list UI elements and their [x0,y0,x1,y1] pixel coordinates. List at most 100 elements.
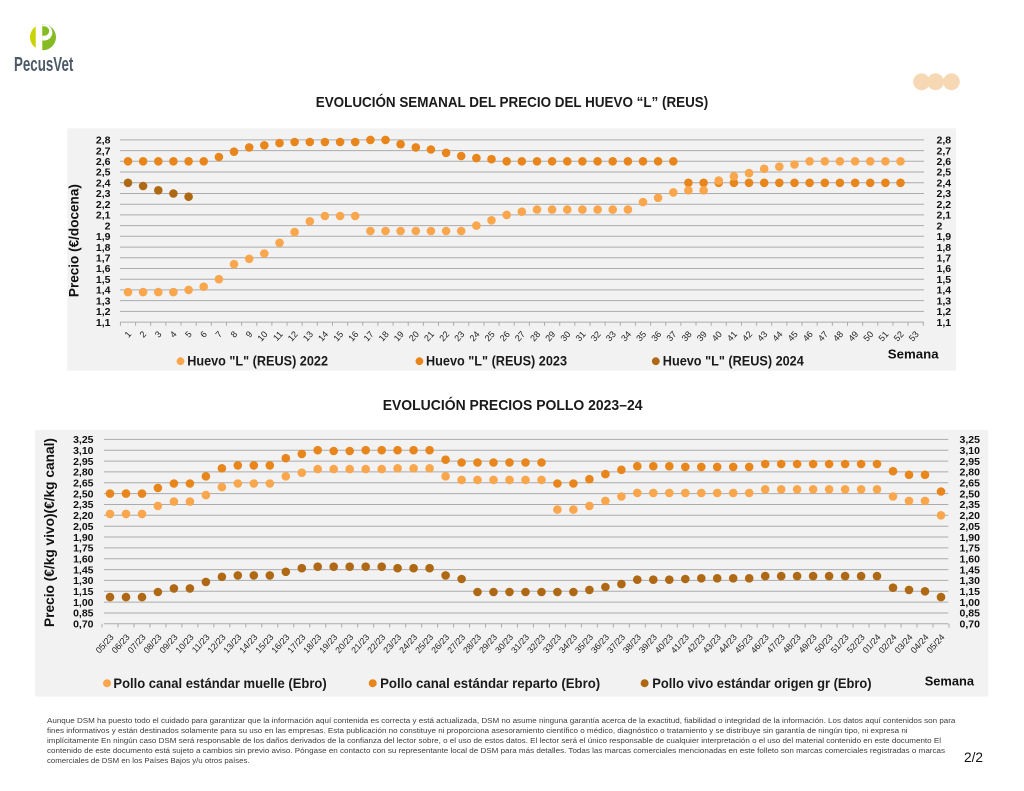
svg-text:20: 20 [407,329,421,343]
svg-text:33: 33 [604,329,618,343]
svg-text:Huevo "L" (REUS) 2022: Huevo "L" (REUS) 2022 [187,353,328,369]
svg-text:Semana: Semana [925,673,975,688]
svg-text:16: 16 [346,329,360,343]
svg-text:2,8: 2,8 [96,135,111,147]
svg-text:41: 41 [725,329,739,343]
svg-text:47: 47 [816,329,830,343]
svg-text:2: 2 [138,329,149,339]
svg-text:44: 44 [770,329,784,343]
svg-text:2,50: 2,50 [960,488,981,500]
svg-text:1,30: 1,30 [73,575,94,587]
svg-text:2,65: 2,65 [960,478,981,490]
svg-text:12: 12 [286,329,300,343]
svg-text:4: 4 [168,329,179,339]
svg-text:2,35: 2,35 [960,499,981,511]
svg-text:2,8: 2,8 [937,135,952,147]
svg-text:0,85: 0,85 [960,608,981,620]
svg-text:Pollo canal estándar reparto (: Pollo canal estándar reparto (Ebro) [380,675,600,691]
svg-text:1,6: 1,6 [937,263,952,275]
svg-text:2,20: 2,20 [73,510,94,522]
svg-text:45: 45 [786,329,800,343]
svg-text:Huevo "L" (REUS) 2023: Huevo "L" (REUS) 2023 [426,353,567,369]
svg-text:1,5: 1,5 [937,274,952,286]
svg-text:2,65: 2,65 [73,478,94,490]
svg-text:1,75: 1,75 [73,543,94,555]
svg-text:0,70: 0,70 [960,619,981,631]
svg-text:1,3: 1,3 [937,295,952,307]
svg-text:3,25: 3,25 [73,434,94,446]
svg-text:21: 21 [422,329,436,343]
svg-text:2,35: 2,35 [73,499,94,511]
svg-text:EVOLUCIÓN SEMANAL DEL PRECIO D: EVOLUCIÓN SEMANAL DEL PRECIO DEL HUEVO “… [316,93,709,111]
svg-text:2: 2 [105,220,111,232]
svg-text:2,3: 2,3 [937,188,952,200]
svg-text:15: 15 [331,329,345,343]
svg-text:1,3: 1,3 [96,295,111,307]
svg-text:3,10: 3,10 [960,445,981,457]
svg-text:contenido de este documento es: contenido de este documento está sujeto … [47,748,946,755]
svg-text:30: 30 [558,329,572,343]
svg-text:42: 42 [740,329,754,343]
svg-text:implícitamente En ningún caso: implícitamente En ningún caso DSM será r… [47,738,942,745]
svg-text:31: 31 [574,329,588,343]
svg-text:18: 18 [377,329,391,343]
svg-text:26: 26 [498,329,512,343]
svg-text:1,15: 1,15 [73,586,94,598]
svg-text:2,1: 2,1 [96,210,111,222]
svg-text:1,15: 1,15 [960,586,981,598]
svg-text:50: 50 [861,329,875,343]
svg-text:27: 27 [513,329,527,343]
svg-text:Precio (€/docena): Precio (€/docena) [67,184,82,297]
svg-text:13: 13 [301,329,315,343]
svg-text:37: 37 [664,329,678,343]
svg-text:1,7: 1,7 [96,253,111,265]
svg-text:2,7: 2,7 [96,145,111,157]
svg-text:1,2: 1,2 [937,306,952,318]
svg-text:7: 7 [213,329,224,339]
svg-text:3: 3 [153,329,164,339]
svg-text:1,7: 1,7 [937,253,952,265]
svg-text:1,00: 1,00 [73,597,94,609]
svg-text:29: 29 [543,329,557,343]
svg-text:0,85: 0,85 [73,608,94,620]
svg-text:1,60: 1,60 [960,554,981,566]
svg-text:10: 10 [255,329,269,343]
svg-text:3,25: 3,25 [960,434,981,446]
svg-text:1,45: 1,45 [73,564,94,576]
svg-text:PecusVet: PecusVet [14,53,73,76]
svg-text:38: 38 [680,329,694,343]
svg-text:19: 19 [392,329,406,343]
svg-text:8: 8 [228,329,239,339]
svg-text:1,8: 1,8 [937,242,952,254]
svg-text:2/2: 2/2 [964,750,983,765]
svg-text:1,1: 1,1 [96,317,111,329]
svg-text:17: 17 [362,329,376,343]
svg-text:Pollo canal estándar muelle (E: Pollo canal estándar muelle (Ebro) [113,675,326,691]
svg-text:2,3: 2,3 [96,188,111,200]
svg-text:2,4: 2,4 [937,178,952,190]
svg-text:43: 43 [755,329,769,343]
svg-text:2,95: 2,95 [73,456,94,468]
svg-text:2: 2 [937,220,943,232]
svg-text:2,05: 2,05 [73,521,94,533]
svg-text:34: 34 [619,329,633,343]
svg-text:1,9: 1,9 [96,231,111,243]
svg-text:2,1: 2,1 [937,210,952,222]
svg-text:1,1: 1,1 [937,317,952,329]
svg-text:2,05: 2,05 [960,521,981,533]
svg-text:25: 25 [483,329,497,343]
svg-text:2,95: 2,95 [960,456,981,468]
svg-text:Huevo "L" (REUS) 2024: Huevo "L" (REUS) 2024 [663,353,804,369]
svg-text:Precio (€/kg vivo)(€/kg canal): Precio (€/kg vivo)(€/kg canal) [42,438,57,627]
svg-text:52: 52 [892,329,906,343]
svg-text:3,10: 3,10 [73,445,94,457]
svg-text:23: 23 [452,329,466,343]
svg-text:40: 40 [710,329,724,343]
svg-text:2,5: 2,5 [96,167,111,179]
svg-text:28: 28 [528,329,542,343]
svg-text:1,6: 1,6 [96,263,111,275]
svg-text:Semana: Semana [888,346,940,361]
svg-text:2,6: 2,6 [96,156,111,168]
svg-text:1,75: 1,75 [960,543,981,555]
svg-text:53: 53 [907,329,921,343]
